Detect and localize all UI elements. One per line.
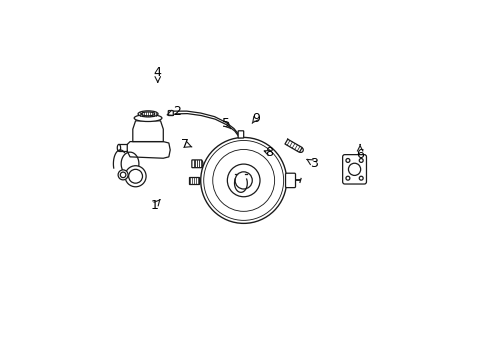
Text: 1: 1 (151, 199, 159, 212)
Text: 8: 8 (264, 146, 272, 159)
Text: 4: 4 (154, 66, 162, 79)
FancyBboxPatch shape (191, 160, 202, 168)
Circle shape (120, 172, 125, 177)
FancyBboxPatch shape (285, 173, 295, 188)
Text: 9: 9 (252, 112, 260, 125)
Circle shape (125, 166, 146, 187)
Circle shape (200, 138, 286, 223)
Ellipse shape (141, 112, 154, 116)
Circle shape (128, 169, 142, 183)
Circle shape (346, 158, 349, 162)
Ellipse shape (138, 111, 158, 117)
Circle shape (118, 170, 128, 180)
FancyBboxPatch shape (188, 176, 199, 184)
Circle shape (227, 164, 260, 197)
Circle shape (235, 172, 252, 189)
FancyBboxPatch shape (238, 131, 243, 138)
Circle shape (203, 140, 283, 220)
Circle shape (212, 149, 274, 211)
Text: 2: 2 (173, 105, 181, 118)
Text: 3: 3 (310, 157, 318, 170)
Circle shape (359, 158, 363, 162)
FancyBboxPatch shape (342, 155, 366, 184)
Text: 5: 5 (221, 117, 229, 130)
Circle shape (346, 176, 349, 180)
Text: 6: 6 (355, 148, 363, 161)
FancyBboxPatch shape (168, 111, 173, 116)
Circle shape (348, 163, 360, 175)
Text: 7: 7 (181, 138, 189, 151)
Ellipse shape (134, 114, 162, 122)
Circle shape (359, 176, 363, 180)
